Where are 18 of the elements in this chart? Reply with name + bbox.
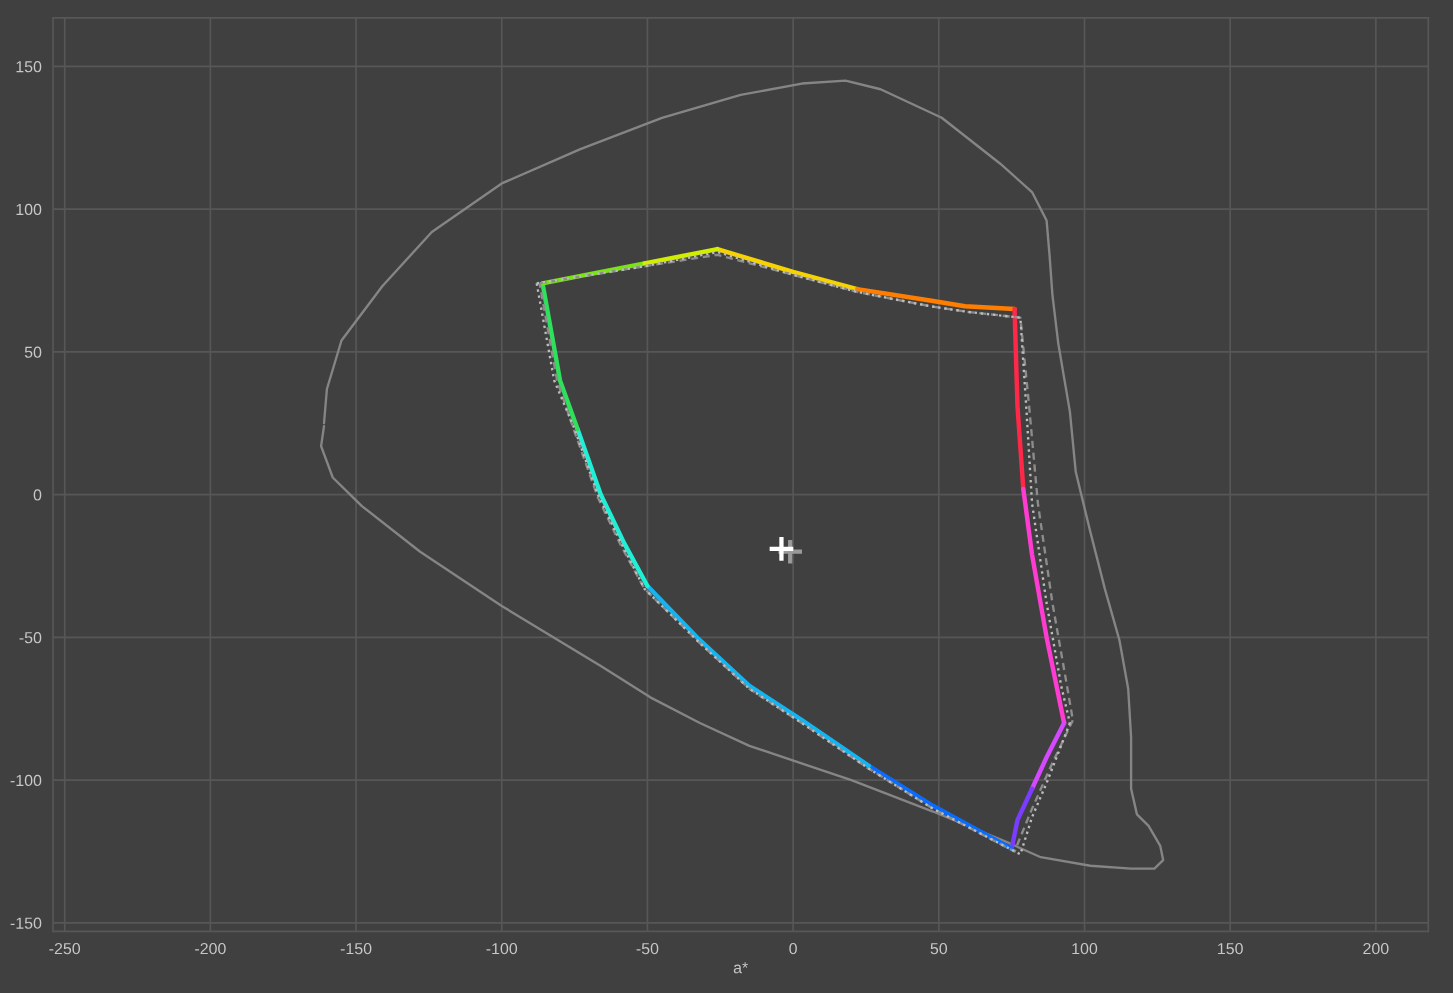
x-tick-label: 50 [930, 942, 948, 955]
x-tick-label: -200 [195, 942, 226, 955]
y-tick-label: 50 [24, 346, 42, 358]
y-tick-label: -150 [10, 917, 42, 929]
x-tick-label: -50 [636, 942, 659, 955]
y-tick-label: 150 [16, 61, 42, 73]
y-tick-label: 0 [33, 489, 42, 501]
x-tick-label: 100 [1072, 942, 1098, 955]
x-tick-label: -250 [49, 942, 81, 955]
x-tick-label: 0 [789, 942, 797, 955]
x-tick-label: 200 [1363, 942, 1389, 955]
y-tick-label: -50 [19, 632, 42, 644]
x-tick-label: -150 [340, 942, 372, 955]
x-tick-label: -100 [486, 942, 518, 955]
y-tick-label: -100 [10, 774, 42, 787]
x-axis-title: a* [733, 962, 748, 974]
x-tick-label: 150 [1218, 942, 1243, 955]
y-tick-label: 100 [16, 203, 42, 216]
